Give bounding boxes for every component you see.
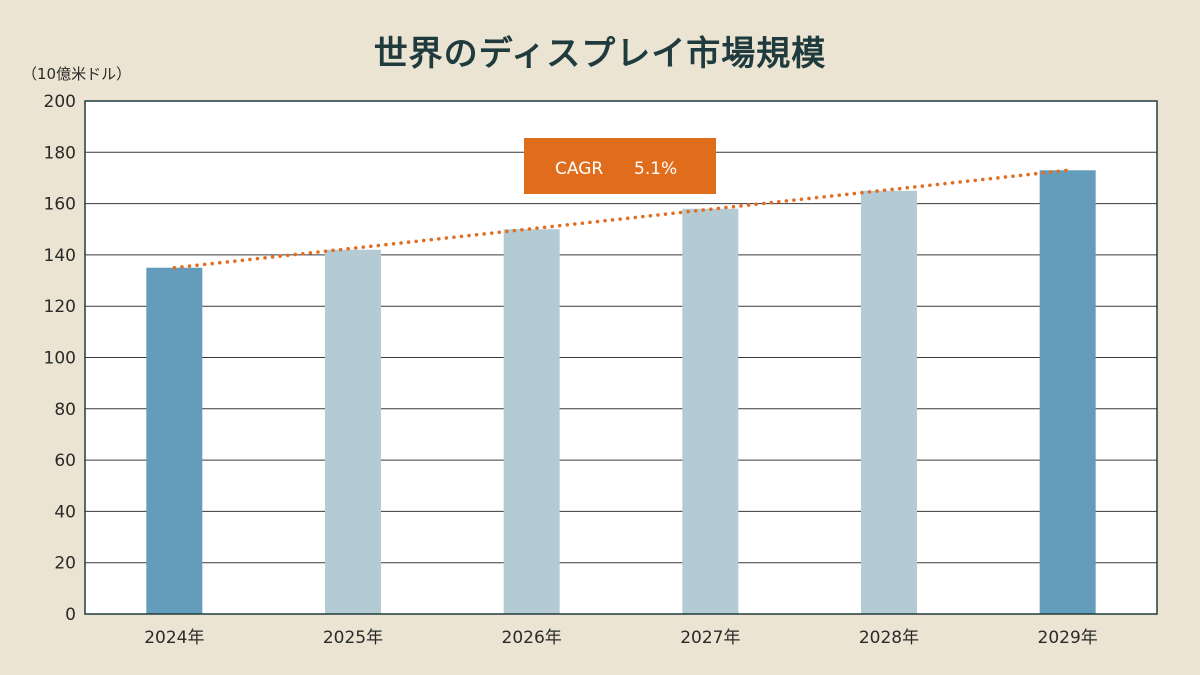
x-tick-label: 2028年 <box>859 628 919 648</box>
y-tick-label: 100 <box>44 349 76 369</box>
y-tick-label: 180 <box>44 143 76 163</box>
y-tick-label: 80 <box>54 400 76 420</box>
chart-title: 世界のディスプレイ市場規模 <box>373 34 827 74</box>
bar-2027年 <box>682 208 739 615</box>
cagr-badge <box>524 138 716 194</box>
bar-2029年 <box>1039 170 1096 614</box>
y-tick-label: 0 <box>65 605 76 625</box>
y-tick-label: 120 <box>44 297 76 317</box>
bar-2024年 <box>146 267 203 614</box>
y-tick-label: 140 <box>44 246 76 266</box>
y-axis-unit-label: （10億米ドル） <box>22 65 132 83</box>
y-tick-label: 200 <box>44 92 76 112</box>
bar-2026年 <box>503 229 560 614</box>
y-tick-label: 20 <box>54 554 76 574</box>
bar-2025年 <box>325 249 381 614</box>
x-tick-label: 2027年 <box>680 628 740 648</box>
plot-border <box>84 100 1158 615</box>
y-tick-label: 40 <box>54 502 76 522</box>
cagr-label: CAGR <box>555 159 603 179</box>
cagr-value: 5.1% <box>634 159 677 179</box>
y-tick-label: 160 <box>44 195 76 215</box>
x-tick-label: 2024年 <box>144 628 204 648</box>
bar-2028年 <box>861 190 917 614</box>
x-tick-label: 2025年 <box>323 628 383 648</box>
x-tick-label: 2026年 <box>502 628 562 648</box>
cagr-trendline <box>172 168 1070 270</box>
y-tick-label: 60 <box>54 451 76 471</box>
x-tick-label: 2029年 <box>1038 628 1098 648</box>
